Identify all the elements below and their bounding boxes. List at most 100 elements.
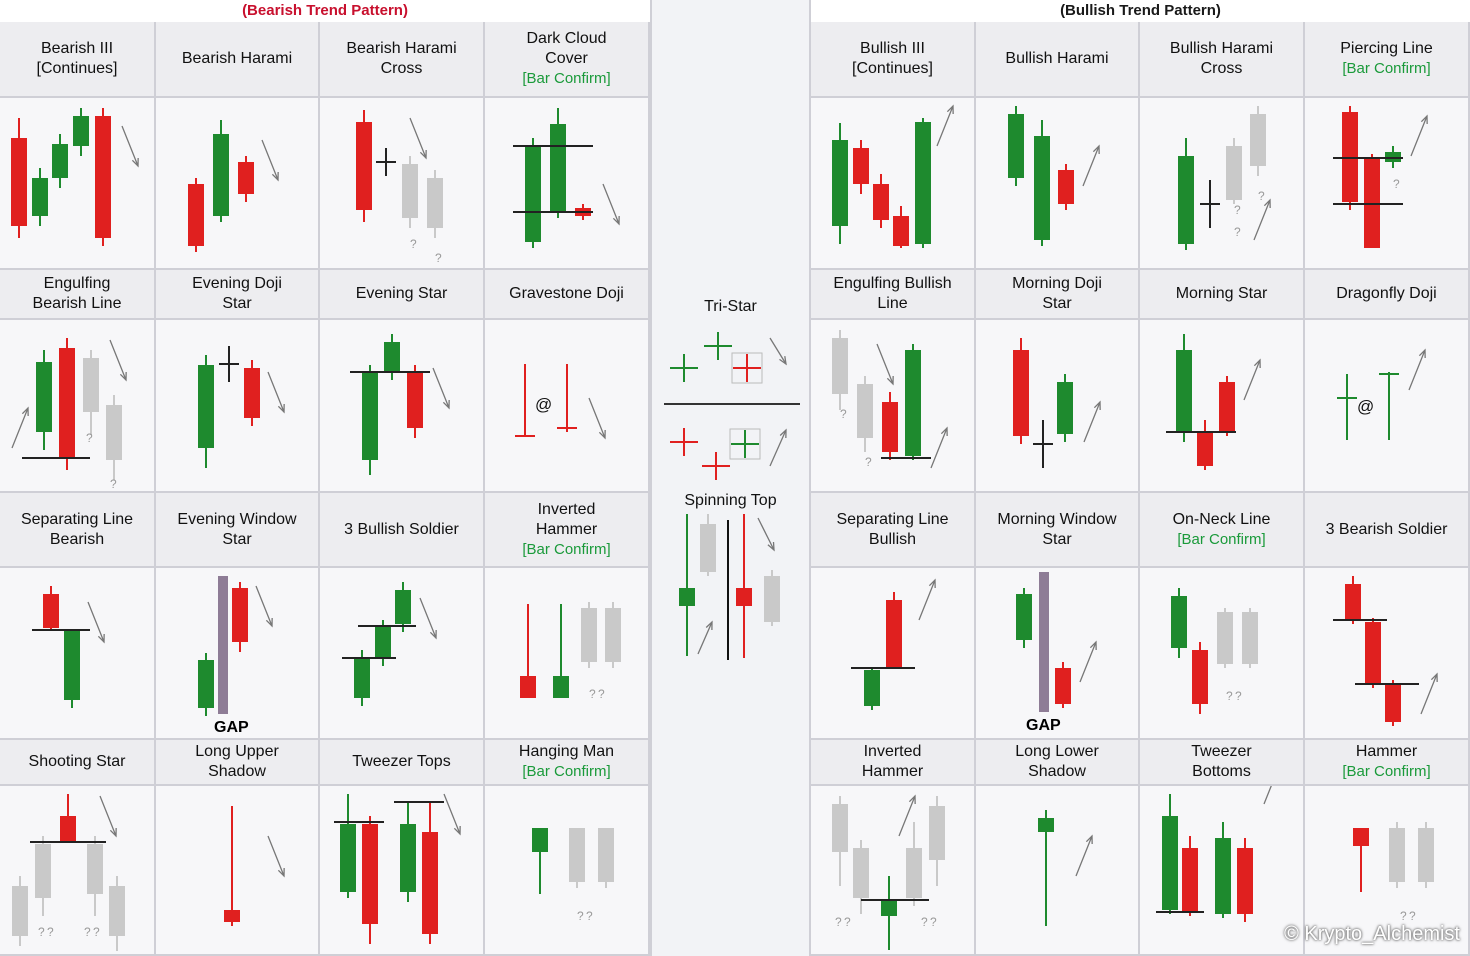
pattern-cell-bearish-harami-cross: Bearish Harami Cross?? — [320, 22, 485, 270]
pattern-cell-hammer: Hammer [Bar Confirm]?? — [1305, 740, 1470, 956]
pattern-label-line: Bearish — [49, 530, 105, 548]
trend-arrow-icon — [930, 426, 948, 469]
pattern-label-line: Morning Window — [997, 510, 1117, 528]
bar-confirm-note: [Bar Confirm] — [522, 763, 611, 780]
candle — [109, 876, 125, 951]
pattern-cell-separating-line-bearish: Separating Line Bearish — [0, 493, 156, 740]
candlestick-diagram — [32, 586, 105, 708]
question-mark: ? — [1234, 203, 1241, 217]
candle — [1242, 608, 1258, 668]
trend-arrow-icon — [1083, 400, 1101, 443]
candlestick-diagram — [342, 582, 437, 706]
question-mark: ? — [835, 915, 842, 929]
pattern-label: Inverted Hammer [Bar Confirm] — [485, 493, 648, 568]
pattern-label-line: Long Lower — [1015, 743, 1099, 760]
pattern-label-line: Hammer — [861, 763, 924, 780]
pattern-cell-engulfing-bearish-line: Engulfing Bearish Line?? — [0, 270, 156, 493]
candlestick-diagram: ???? — [832, 794, 945, 950]
pattern-label-line: Tweezer Tops — [352, 753, 451, 770]
candle — [905, 344, 921, 460]
candle — [1385, 680, 1401, 726]
trend-arrow-icon — [1243, 358, 1261, 401]
candlestick-diagram: ??? — [1178, 106, 1271, 250]
trend-arrow-icon — [11, 406, 29, 449]
candle — [95, 108, 111, 246]
spinning-top-label: Spinning Top — [684, 492, 777, 509]
pattern-label: Bullish III [Continues] — [811, 22, 974, 98]
pattern-cell-on-neck-line: On-Neck Line [Bar Confirm]?? — [1140, 493, 1305, 740]
candle — [1192, 642, 1208, 714]
doji-symbol: @ — [1357, 397, 1374, 416]
candle — [1365, 618, 1381, 688]
candle — [395, 582, 411, 632]
candlestick-diagram: @ — [1337, 348, 1426, 440]
candle — [35, 836, 51, 916]
pattern-cell-morning-doji-star: Morning Doji Star — [976, 270, 1140, 493]
candlestick-diagram — [11, 108, 139, 246]
doji-candle — [1379, 372, 1399, 440]
question-mark: ? — [435, 251, 442, 265]
tri-star-cross — [704, 332, 732, 360]
pattern-label: Morning Doji Star — [976, 270, 1138, 320]
trend-arrow-icon — [588, 397, 606, 440]
candlestick-diagram — [1333, 576, 1438, 726]
candle — [11, 118, 27, 238]
trend-arrow-icon — [769, 428, 787, 467]
trend-arrow-icon — [769, 337, 787, 366]
question-mark: ? — [84, 925, 91, 939]
candle — [402, 156, 418, 228]
pattern-label-line: Star — [1042, 530, 1072, 548]
candle — [1389, 822, 1405, 888]
trend-arrow-icon — [409, 117, 427, 160]
trend-arrow-icon — [255, 585, 273, 628]
trend-arrow-icon — [419, 597, 437, 640]
candle — [238, 156, 254, 202]
candlestick-diagram: ?? — [11, 338, 127, 491]
pattern-label-line: Morning Star — [1175, 285, 1268, 302]
pattern-label: 3 Bearish Soldier — [1305, 493, 1468, 568]
tri-star-cross — [670, 354, 698, 382]
pattern-cell-tweezer-tops: Tweezer Tops — [320, 740, 485, 956]
pattern-cell-bullish-harami: Bullish Harami — [976, 22, 1140, 270]
candle — [1176, 334, 1192, 442]
candle — [1197, 420, 1213, 470]
candlestick-diagram — [188, 120, 279, 252]
doji-candle — [1337, 374, 1357, 440]
candle — [832, 123, 848, 244]
question-mark: ? — [1409, 909, 1416, 923]
candlestick-diagram — [513, 108, 620, 248]
pattern-label: Bearish Harami — [156, 22, 318, 98]
candle — [362, 365, 378, 475]
tri-star-diagram — [664, 332, 800, 480]
candle — [581, 602, 597, 668]
pattern-label-line: Star — [222, 295, 252, 312]
trend-arrow-icon — [1079, 640, 1097, 683]
pattern-label: Long Lower Shadow — [976, 740, 1138, 786]
candle — [906, 822, 922, 906]
trend-arrow-icon — [1408, 348, 1426, 391]
candle — [1215, 822, 1231, 918]
tri-star-cross — [729, 428, 761, 460]
pattern-cell-morning-window-star: Morning Window Star GAP — [976, 493, 1140, 740]
pattern-label-line: [Continues] — [36, 60, 118, 77]
candle — [59, 338, 75, 470]
pattern-label: Bullish Harami Cross — [1140, 22, 1303, 98]
trend-arrow-icon — [267, 371, 285, 414]
pattern-label: Bearish Harami Cross — [320, 22, 483, 98]
pattern-label-line: Tweezer — [1191, 743, 1252, 760]
candle — [384, 334, 400, 380]
candle — [853, 140, 869, 194]
pattern-label-line: Shooting Star — [28, 753, 126, 770]
candle — [1171, 588, 1187, 658]
candle — [886, 592, 902, 668]
tri-star-cross — [670, 428, 698, 456]
pattern-label-line: Bearish Harami — [346, 40, 457, 57]
trend-arrow-icon — [261, 139, 279, 182]
question-mark: ? — [865, 455, 872, 469]
pattern-label-line: Dragonfly Doji — [1336, 285, 1437, 302]
candlestick-diagram: ?? — [1353, 822, 1434, 923]
candle — [857, 376, 873, 452]
pattern-label-line: Long Upper — [195, 743, 279, 760]
candle — [340, 794, 356, 898]
candle — [864, 668, 880, 710]
